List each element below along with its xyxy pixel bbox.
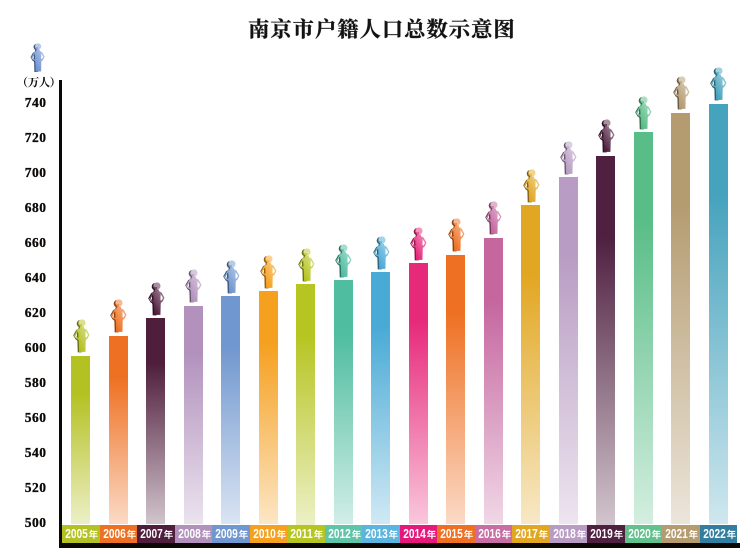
svg-text:2015: 2015 [440,527,463,541]
svg-text:2013: 2013 [365,527,388,541]
svg-text:2014: 2014 [403,527,426,541]
svg-text:2009: 2009 [215,527,238,541]
svg-text:2011: 2011 [290,527,313,541]
svg-text:2010: 2010 [253,527,276,541]
svg-text:2019: 2019 [590,527,613,541]
svg-text:2007: 2007 [140,527,163,541]
svg-text:2021: 2021 [665,527,688,541]
svg-text:2012: 2012 [328,527,351,541]
svg-text:2006: 2006 [103,527,126,541]
svg-text:2005: 2005 [65,527,88,541]
svg-text:2018: 2018 [553,527,576,541]
svg-text:2022: 2022 [703,527,726,541]
svg-text:2016: 2016 [478,527,501,541]
svg-text:2017: 2017 [515,527,538,541]
svg-text:2008: 2008 [178,527,201,541]
svg-text:2020: 2020 [628,527,651,541]
